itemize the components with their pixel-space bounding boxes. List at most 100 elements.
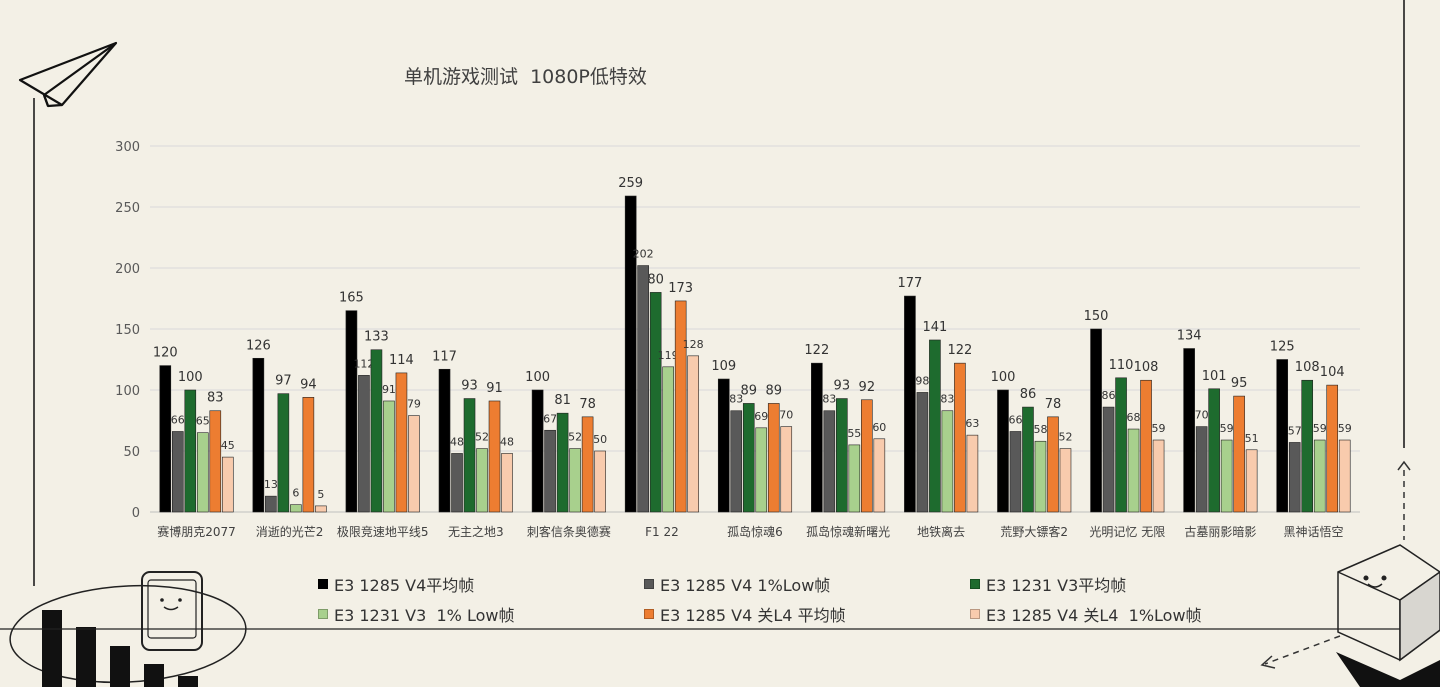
bar — [997, 389, 1009, 513]
bar — [904, 295, 916, 513]
bar — [916, 392, 929, 513]
data-label: 59 — [1152, 422, 1166, 435]
bar — [767, 403, 780, 513]
bar — [345, 310, 358, 513]
data-label: 52 — [475, 431, 489, 444]
swoosh-ellipse — [9, 584, 247, 684]
bar — [1326, 384, 1339, 513]
bar — [836, 398, 848, 513]
data-label: 63 — [965, 417, 979, 430]
bar — [941, 410, 954, 513]
data-label: 58 — [1033, 423, 1047, 436]
y-tick-label: 50 — [123, 445, 140, 460]
bar — [171, 431, 184, 513]
legend-label: E3 1285 V4 1%Low帧 — [660, 576, 831, 595]
data-label: 133 — [364, 330, 389, 345]
data-label: 126 — [246, 338, 271, 353]
data-label: 150 — [1084, 309, 1109, 324]
data-label: 95 — [1231, 376, 1248, 391]
legend-label: E3 1285 V4 关L4 1%Low帧 — [986, 606, 1202, 625]
data-label: 89 — [740, 383, 757, 398]
data-label: 100 — [178, 370, 203, 385]
x-tick-label: 孤岛惊魂新曙光 — [806, 524, 890, 539]
bar — [184, 389, 197, 513]
data-label: 94 — [300, 377, 317, 392]
cube-face-icon — [1336, 544, 1440, 687]
bar — [1102, 406, 1115, 513]
bar — [1140, 379, 1152, 513]
bar — [463, 398, 476, 513]
data-label: 45 — [221, 439, 235, 452]
data-label: 93 — [461, 379, 478, 394]
bar — [408, 415, 420, 513]
data-label: 48 — [450, 435, 464, 448]
bar — [730, 410, 743, 513]
x-tick-label: 地铁离去 — [917, 524, 965, 539]
bar — [358, 375, 370, 513]
bar — [1220, 439, 1233, 513]
bar — [476, 448, 488, 513]
paper-plane-icon — [18, 41, 118, 108]
data-label: 109 — [711, 359, 736, 374]
data-label: 60 — [872, 421, 886, 434]
legend-item: E3 1285 V4平均帧 — [318, 572, 474, 596]
legend-item: E3 1285 V4 1%Low帧 — [644, 572, 830, 596]
x-tick-label: F1 22 — [645, 525, 679, 539]
data-label: 52 — [568, 431, 582, 444]
bar — [954, 362, 966, 513]
bar — [1301, 379, 1314, 513]
bar — [501, 453, 513, 513]
bar — [1338, 439, 1351, 513]
legend-item: E3 1231 V3 1% Low帧 — [318, 602, 514, 626]
data-label: 202 — [633, 248, 654, 261]
legend-item: E3 1231 V3平均帧 — [970, 572, 1126, 596]
data-label: 59 — [1220, 422, 1234, 435]
data-label: 117 — [432, 349, 457, 364]
x-tick-label: 消逝的光芒2 — [256, 524, 324, 539]
data-label: 89 — [765, 383, 782, 398]
bar — [1127, 428, 1140, 513]
bar — [1090, 328, 1102, 513]
data-label: 66 — [1008, 413, 1022, 426]
x-tick-label: 黑神话悟空 — [1283, 524, 1343, 539]
bar — [1047, 416, 1059, 513]
bar — [1183, 348, 1195, 513]
data-label: 108 — [1134, 360, 1159, 375]
data-label: 6 — [292, 487, 299, 500]
x-tick-label: 极限竞速地平线5 — [337, 525, 429, 539]
bar — [780, 426, 793, 513]
data-label: 83 — [729, 393, 743, 406]
y-tick-label: 200 — [115, 262, 140, 277]
data-label: 259 — [618, 176, 643, 191]
bar — [1059, 448, 1072, 513]
data-label: 65 — [196, 415, 210, 428]
bar — [662, 366, 674, 513]
bar — [277, 393, 290, 513]
data-label: 69 — [754, 410, 768, 423]
data-label: 66 — [171, 413, 185, 426]
x-tick-label: 无主之地3 — [448, 525, 504, 539]
legend-label: E3 1285 V4平均帧 — [334, 576, 475, 595]
phone-face-icon — [141, 571, 203, 651]
data-label: 100 — [525, 370, 550, 385]
bar — [1034, 440, 1047, 513]
data-label: 134 — [1177, 329, 1202, 344]
bar — [873, 438, 886, 513]
bar — [252, 357, 265, 513]
bar — [196, 432, 209, 513]
legend-swatch — [644, 609, 654, 619]
bar — [315, 505, 327, 513]
bar — [531, 389, 544, 513]
x-tick-label: 孤岛惊魂6 — [727, 524, 783, 539]
data-label: 5 — [317, 488, 324, 501]
data-label: 141 — [922, 320, 947, 335]
bar — [395, 372, 408, 513]
bar — [861, 399, 873, 513]
bar — [687, 355, 699, 513]
data-label: 70 — [779, 409, 793, 422]
bar — [544, 429, 556, 513]
y-tick-label: 0 — [132, 506, 140, 521]
bar — [1276, 359, 1289, 513]
